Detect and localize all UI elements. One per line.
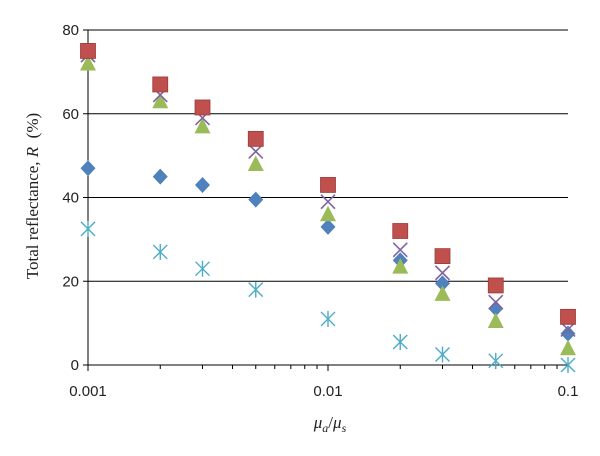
data-point-star xyxy=(195,260,211,277)
y-tick-label: 80 xyxy=(62,22,79,39)
data-points xyxy=(80,43,576,373)
y-tick-labels: 0 20 40 60 80 xyxy=(62,22,79,374)
data-point-x xyxy=(488,294,504,310)
data-point-x xyxy=(392,242,408,258)
data-point-star xyxy=(560,357,576,373)
x-tick-label: 0.01 xyxy=(313,383,342,400)
data-point-square xyxy=(434,248,451,265)
data-point-square xyxy=(194,99,211,116)
data-point-diamond xyxy=(152,168,168,185)
y-tick-label: 20 xyxy=(62,273,79,290)
data-point-diamond xyxy=(560,325,576,342)
y-axis-title-text: Total reflectance, xyxy=(23,157,42,279)
x-tick-labels: 0.001 0.01 0.1 xyxy=(69,383,578,400)
series-square xyxy=(80,43,576,325)
data-point-triangle xyxy=(247,155,264,171)
y-axis-title: Total reflectance, R (%) xyxy=(23,113,42,279)
data-point-triangle xyxy=(560,339,576,356)
y-tick-label: 60 xyxy=(62,106,79,123)
data-point-diamond xyxy=(435,275,451,292)
series-star xyxy=(80,220,576,373)
axes xyxy=(83,29,569,371)
x-tick-label: 0.1 xyxy=(558,383,579,400)
series-triangle xyxy=(80,55,576,356)
series-diamond xyxy=(80,160,576,342)
data-point-star xyxy=(320,310,336,327)
data-point-star xyxy=(152,243,168,260)
data-point-star xyxy=(248,281,264,298)
data-point-triangle xyxy=(487,312,504,329)
data-point-square xyxy=(247,130,264,147)
data-point-triangle xyxy=(194,117,211,134)
y-tick-label: 0 xyxy=(71,357,79,374)
x-tick-label: 0.001 xyxy=(69,383,107,400)
x-axis-title: μa/μs xyxy=(313,413,347,435)
x-axis-title-slash: / xyxy=(328,413,333,432)
data-point-square xyxy=(560,308,576,325)
gridlines xyxy=(88,29,568,282)
data-point-diamond xyxy=(80,160,96,177)
data-point-square xyxy=(487,277,504,294)
x-axis-title-sub-a: a xyxy=(322,421,328,435)
data-point-triangle xyxy=(320,205,336,222)
data-point-diamond xyxy=(320,218,336,235)
data-point-diamond xyxy=(488,300,504,317)
data-point-square xyxy=(320,177,336,193)
data-point-square xyxy=(392,223,409,239)
data-point-triangle xyxy=(80,55,96,71)
x-axis-title-mu-a: μ xyxy=(313,413,323,432)
data-point-x xyxy=(434,265,451,281)
data-point-triangle xyxy=(152,92,169,109)
data-point-triangle xyxy=(392,258,409,274)
data-point-star xyxy=(80,220,96,237)
y-axis-title-unit: (%) xyxy=(23,113,42,147)
data-point-star xyxy=(392,333,408,350)
data-point-triangle xyxy=(434,285,451,301)
data-point-diamond xyxy=(195,176,211,193)
data-point-square xyxy=(152,76,169,93)
x-axis-title-sub-s: s xyxy=(342,421,347,435)
data-point-square xyxy=(80,43,96,59)
data-point-x xyxy=(320,194,336,210)
y-tick-label: 40 xyxy=(62,190,79,207)
y-axis-title-variable: R xyxy=(23,146,42,158)
data-point-star xyxy=(435,346,451,363)
data-point-diamond xyxy=(248,191,264,208)
data-point-star xyxy=(488,352,504,369)
x-axis-title-mu-s: μ xyxy=(332,413,342,432)
